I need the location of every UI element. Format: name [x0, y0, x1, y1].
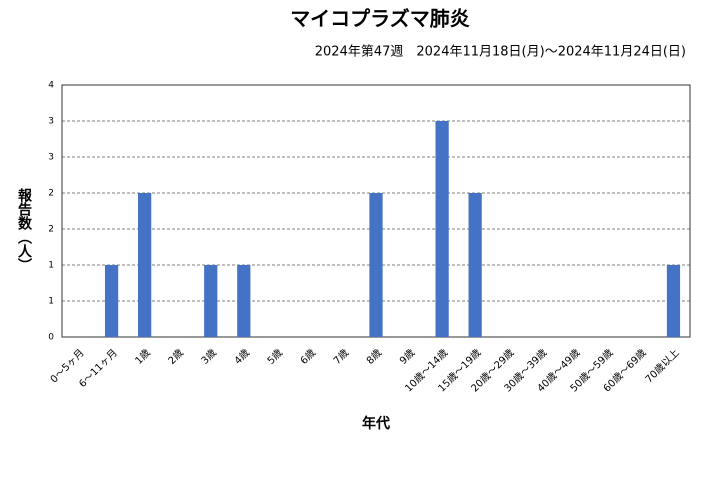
x-tick-label: 8歳 — [364, 347, 384, 367]
bar — [468, 193, 482, 337]
bar — [369, 193, 383, 337]
bar — [666, 265, 681, 337]
x-tick-label: 1歳 — [133, 347, 153, 367]
x-tick-label: 9歳 — [397, 347, 417, 367]
x-axis-label: 年代 — [362, 415, 390, 432]
y-tick-label: 1 — [48, 261, 54, 271]
y-tick-label: 0 — [48, 333, 54, 343]
x-tick-label: 5歳 — [265, 347, 285, 367]
chart-subtitle: 2024年第47週 2024年11月18日(月)～2024年11月24日(日) — [315, 45, 686, 60]
y-tick-label: 2 — [48, 189, 54, 199]
bar — [237, 265, 251, 337]
y-tick-label: 1 — [48, 297, 54, 307]
x-tick-label: 2歳 — [166, 347, 186, 367]
x-tick-label: 4歳 — [232, 347, 252, 367]
x-tick-label: 6歳 — [298, 347, 318, 367]
x-tick-label: 70歳以上 — [643, 347, 682, 386]
y-tick-label: 4 — [48, 81, 54, 91]
y-axis-label: 報告数（人） — [16, 187, 33, 272]
x-tick-label: 3歳 — [199, 347, 219, 367]
y-tick-label: 3 — [48, 153, 54, 163]
bar — [138, 193, 152, 337]
y-tick-label: 2 — [48, 225, 54, 235]
bar — [204, 265, 218, 337]
bar — [104, 265, 119, 337]
y-tick-label: 3 — [48, 117, 54, 127]
chart-title: マイコプラズマ肺炎 — [290, 7, 470, 31]
x-tick-label: 7歳 — [331, 347, 351, 367]
bar — [435, 121, 449, 337]
